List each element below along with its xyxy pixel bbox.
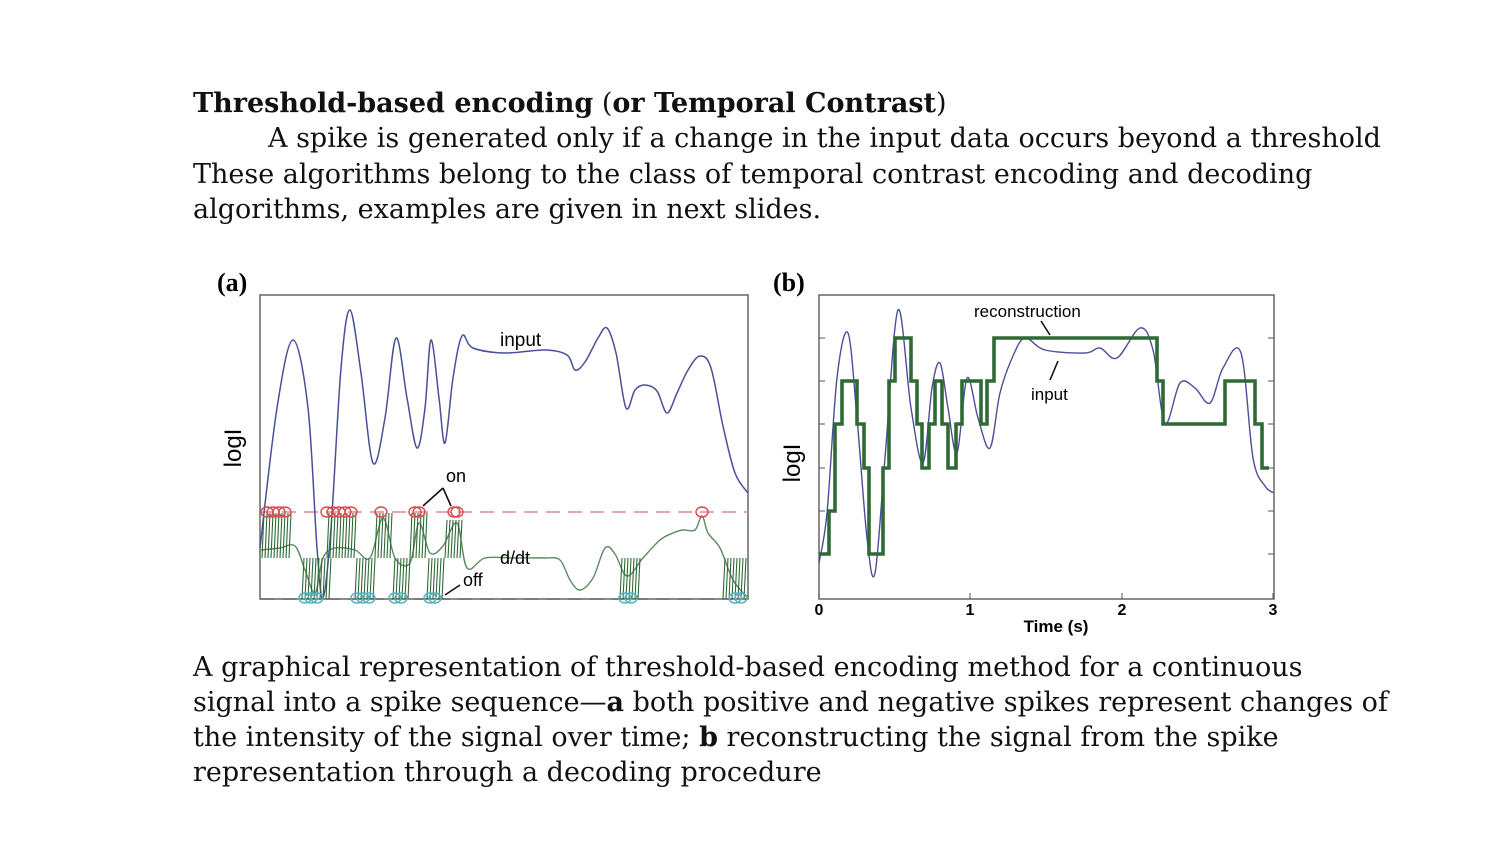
spike-burst-1	[301, 557, 332, 600]
off-marker-11	[624, 592, 638, 604]
panel-a-label: (a)	[217, 268, 247, 297]
reconstruction-staircase	[819, 336, 1269, 556]
off-marker-4	[356, 592, 370, 604]
heading-paren-close: )	[936, 88, 947, 119]
panel-a-spike-bursts	[261, 512, 747, 600]
off-marker-1	[304, 592, 318, 604]
caption-line-3-post: reconstructing the signal from the spike	[717, 722, 1279, 753]
on-marker-11	[412, 506, 426, 518]
input-pointer	[1049, 360, 1059, 381]
spike-burst-9	[619, 557, 641, 600]
intro-line-2: These algorithms belong to the class of …	[193, 158, 1313, 190]
on-annotation: on	[446, 466, 466, 486]
on-marker-14	[695, 506, 709, 518]
panel-b-input-curve	[818, 309, 1275, 578]
spike-burst-6	[409, 512, 428, 559]
spike-burst-4	[374, 512, 393, 559]
caption-line-3: the intensity of the signal over time; b…	[193, 720, 1333, 755]
on-marker-2	[272, 506, 286, 518]
off-marker-8	[423, 592, 437, 604]
caption-line-4: representation through a decoding proced…	[193, 757, 822, 788]
x-tick-0: 0	[815, 602, 824, 619]
panel-a: (a) logI input on d/dt off	[217, 268, 749, 604]
off-pointer	[444, 584, 461, 596]
caption-line-3-pre: the intensity of the signal over time;	[193, 722, 700, 753]
reconstruction-pointer	[1040, 320, 1051, 336]
spike-burst-5	[392, 557, 411, 600]
on-marker-9	[374, 506, 388, 518]
on-pointer	[422, 487, 452, 507]
caption-ref-b: b	[699, 722, 718, 753]
panel-a-input-annotation: input	[500, 330, 542, 351]
off-spike-markers	[298, 592, 748, 604]
intro-line-1: A spike is generated only if a change in…	[268, 123, 1381, 154]
panel-b: (b) logI reconstruction input 0 1 2 3 Ti…	[773, 268, 1278, 636]
panel-b-ylabel: logI	[779, 444, 806, 483]
caption-line-2-post: both positive and negative spikes repres…	[624, 687, 1388, 718]
spike-burst-8	[444, 519, 463, 559]
off-marker-9	[428, 592, 442, 604]
spike-burst-0	[261, 512, 292, 559]
spike-burst-3	[354, 557, 376, 600]
caption-ref-a: a	[606, 687, 625, 718]
off-marker-10	[618, 592, 632, 604]
slide-heading: Threshold-based encoding (or Temporal Co…	[193, 86, 1343, 121]
caption-line-2-pre: signal into a spike sequence—	[193, 687, 607, 718]
panel-b-input-annotation: input	[1031, 385, 1068, 404]
off-marker-5	[362, 592, 376, 604]
x-tick-2: 2	[1118, 602, 1127, 619]
figure-caption: A graphical representation of threshold-…	[193, 650, 1388, 790]
panel-b-label: (b)	[773, 268, 805, 297]
x-tick-1: 1	[966, 602, 975, 619]
panel-b-frame	[818, 294, 1275, 600]
on-marker-8	[344, 506, 358, 518]
intro-line-3: algorithms, examples are given in next s…	[193, 194, 822, 225]
on-marker-10	[408, 506, 422, 518]
spike-burst-2	[326, 512, 357, 559]
on-marker-3	[278, 506, 292, 518]
heading-paren-open: (	[593, 88, 613, 119]
on-spike-markers	[260, 506, 709, 518]
reconstruction-annotation: reconstruction	[974, 302, 1081, 321]
heading-title: Threshold-based encoding	[193, 88, 594, 119]
threshold-encoding-figure: (a) logI input on d/dt off (b)	[217, 268, 1278, 636]
intro-paragraph: A spike is generated only if a change in…	[193, 121, 1381, 228]
panel-a-ylabel: logI	[220, 429, 247, 468]
off-marker-13	[734, 592, 748, 604]
spike-burst-7	[426, 557, 445, 600]
off-marker-2	[310, 592, 324, 604]
panel-b-xlabel: Time (s)	[1024, 617, 1089, 636]
ddt-annotation: d/dt	[500, 548, 530, 568]
panel-b-ticks	[818, 337, 1274, 599]
off-marker-7	[394, 592, 408, 604]
on-marker-13	[450, 506, 464, 518]
off-annotation: off	[463, 570, 484, 590]
x-tick-3: 3	[1269, 602, 1278, 619]
on-marker-7	[338, 506, 352, 518]
spike-burst-10	[722, 557, 747, 600]
caption-line-1: A graphical representation of threshold-…	[193, 652, 1303, 683]
heading-subtitle: or Temporal Contrast	[612, 88, 937, 119]
off-marker-6	[388, 592, 402, 604]
off-marker-12	[728, 592, 742, 604]
caption-line-2: signal into a spike sequence—a both posi…	[193, 685, 1388, 720]
